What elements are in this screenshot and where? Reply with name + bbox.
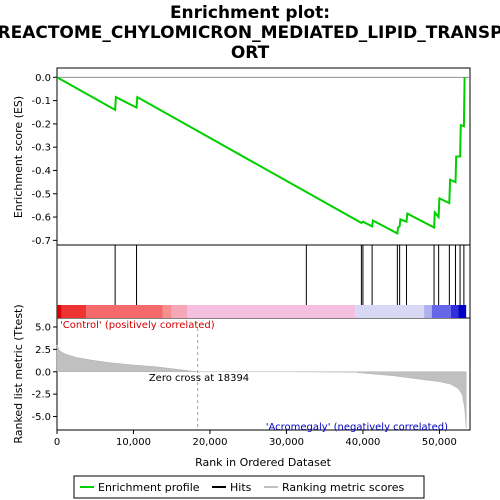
band-segment-9 (450, 305, 459, 318)
es-ytick-label-2: -0.2 (31, 119, 51, 130)
metric-area (56, 344, 467, 429)
zero-cross-label: Zero cross at 18394 (149, 373, 249, 384)
metric-ytick-label-2: 0.0 (35, 367, 51, 378)
band-segment-8 (431, 305, 451, 318)
metric-ytick-label-3: -2.5 (31, 390, 51, 401)
band-segment-0 (57, 305, 62, 318)
es-ytick-label-7: -0.7 (31, 236, 51, 247)
es-ytick-label-0: 0.0 (35, 73, 51, 84)
es-ytick-label-6: -0.6 (31, 213, 51, 224)
x-axis-label: Rank in Ordered Dataset (195, 456, 332, 469)
chart-title-line1: Enrichment plot: (170, 3, 330, 23)
legend-box (73, 475, 425, 499)
legend-metric-label: Ranking metric scores (282, 481, 404, 494)
es-ytick-label-4: -0.4 (31, 166, 51, 177)
band-segment-3 (162, 305, 172, 318)
band-segment-7 (424, 305, 432, 318)
negative-correlation-label: 'Acromegaly' (negatively correlated) (266, 422, 448, 433)
es-line (56, 76, 466, 235)
band-segment-1 (61, 305, 87, 318)
es-yticks: 0.0 -0.1 -0.2 -0.3 -0.4 -0.5 -0.6 -0.7 (31, 73, 57, 247)
es-series (56, 76, 466, 235)
es-axis-label: Enrichment score (ES) (12, 96, 25, 218)
metric-axis-label: Ranked list metric (Ttest) (12, 304, 25, 443)
es-ytick-label-3: -0.3 (31, 143, 51, 154)
metric-ytick-label-1: 2.5 (35, 345, 51, 356)
es-panel-frame (56, 67, 471, 246)
xtick-label-4: 40,000 (345, 437, 380, 448)
metric-ytick-label-0: 5.0 (35, 322, 51, 333)
band-segment-10 (458, 305, 467, 318)
metric-series (56, 328, 467, 430)
xtick-label-0: 0 (54, 437, 60, 448)
xtick-label-3: 30,000 (269, 437, 304, 448)
chart-title-line2: REACTOME_CHYLOMICRON_MEDIATED_LIPID_TRAN… (0, 23, 500, 43)
positive-correlation-label: 'Control' (positively correlated) (60, 320, 215, 331)
band-segment-5 (187, 305, 356, 318)
hits-marks (114, 245, 465, 305)
chart-title-line3: ORT (231, 43, 270, 63)
xtick-label-2: 20,000 (192, 437, 227, 448)
metric-ytick-label-4: -5.0 (31, 412, 51, 423)
band-segment-6 (355, 305, 425, 318)
xtick-label-1: 10,000 (116, 437, 151, 448)
es-ytick-label-5: -0.5 (31, 189, 51, 200)
band-segment-4 (171, 305, 188, 318)
metric-yticks: 5.0 2.5 0.0 -2.5 -5.0 (31, 322, 57, 423)
es-ytick-label-1: -0.1 (31, 96, 51, 107)
x-ticks: 0 10,000 20,000 30,000 40,000 50,000 (54, 430, 457, 448)
legend-hits-label: Hits (230, 481, 252, 494)
band-segment-2 (86, 305, 163, 318)
rank-color-band (57, 305, 467, 318)
xtick-label-5: 50,000 (422, 437, 457, 448)
legend-enrichment-label: Enrichment profile (98, 481, 200, 494)
